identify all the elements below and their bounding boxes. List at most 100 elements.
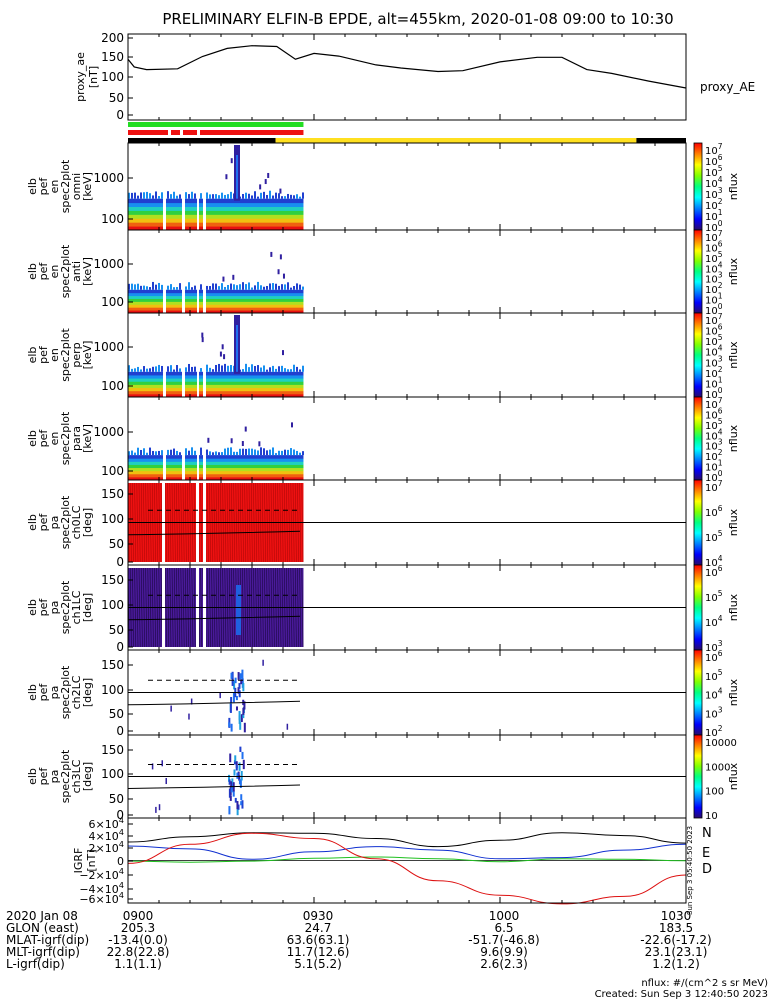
colorbar-en_para xyxy=(693,396,703,481)
spectrum-speck xyxy=(167,366,169,372)
spectrum-band xyxy=(128,455,304,459)
spectrum-speck xyxy=(269,283,271,290)
y-tick-label: 100 xyxy=(101,464,124,478)
y-axis-title: IGRF xyxy=(72,848,85,874)
spectrum-speck xyxy=(143,192,145,199)
colorbar-tick-label: 105 xyxy=(705,589,723,604)
spectrum-speck xyxy=(263,365,265,372)
spectrum-speck xyxy=(188,282,190,290)
pa-speck xyxy=(233,760,236,765)
spectrum-speck xyxy=(248,448,250,456)
y-axis-title: [keV] xyxy=(81,341,94,370)
spectrum-band xyxy=(128,298,304,302)
spectrum-speck xyxy=(263,286,265,290)
y-tick-label: 6×104 xyxy=(89,815,124,831)
colorbar-pa_ch0 xyxy=(693,479,703,566)
y-axis-title: spec2plot xyxy=(59,159,72,213)
spectrum-speck xyxy=(302,286,304,290)
spectrum-speck xyxy=(206,449,208,456)
y-tick-label: 150 xyxy=(101,658,124,672)
colorbar-en_anti xyxy=(693,229,703,314)
spectrum-speck xyxy=(194,285,196,290)
spectrum-speck xyxy=(224,363,226,372)
y-tick-label: 100 xyxy=(101,379,124,393)
spectrum-speck xyxy=(149,368,151,372)
y-axis-title: elb xyxy=(26,263,39,280)
orbit-bar-green xyxy=(128,122,304,127)
colorbar-title: nflux xyxy=(727,257,740,285)
colorbar-tick-label: 1000 xyxy=(705,762,730,773)
y-axis-title: proxy_ae xyxy=(74,52,87,102)
spectrum-speck xyxy=(191,366,193,372)
colorbar-pa_ch3 xyxy=(693,734,703,819)
y-axis-title: [nT] xyxy=(85,849,98,871)
spectrum-speck xyxy=(134,192,136,199)
spectrum-speck xyxy=(233,284,235,290)
y-tick-label: 2×104 xyxy=(89,839,124,855)
pa-speck xyxy=(234,755,237,762)
spectrum-speck xyxy=(270,251,273,257)
orbit-bar-black xyxy=(636,138,686,143)
pa-speck xyxy=(240,794,243,801)
pa-speck xyxy=(165,778,167,785)
spectrum-speck xyxy=(236,451,238,456)
spectrum-speck xyxy=(173,369,175,372)
y-axis-title: pa xyxy=(48,770,61,784)
spectrum-speck xyxy=(191,191,193,199)
pa-speck xyxy=(286,723,289,730)
igrf-line-total xyxy=(127,832,687,848)
ephemeris-value: 205.3 xyxy=(121,921,155,935)
pa-speck xyxy=(228,722,231,728)
ephemeris-value: 183.5 xyxy=(659,921,693,935)
pa-speck xyxy=(230,697,233,704)
spectrum-speck xyxy=(251,287,253,290)
pa-speck xyxy=(235,761,238,769)
footer-created: Created: Sun Sep 3 12:40:50 2023 xyxy=(595,989,768,1000)
spectrum-speck xyxy=(137,283,139,290)
spectrum-speck xyxy=(152,281,154,290)
spectrum-speck xyxy=(134,368,136,372)
data-gap xyxy=(182,281,185,313)
y-tick-label: 1000 xyxy=(93,340,124,354)
pa-speck xyxy=(232,692,235,703)
pa-speck xyxy=(231,671,234,680)
spectrum-speck xyxy=(282,350,285,356)
ephemeris-row-label: MLT-igrf(dip) xyxy=(6,945,80,959)
spectrum-speck xyxy=(212,194,214,199)
spectrum-speck xyxy=(201,337,204,343)
spectrum-band xyxy=(128,390,304,395)
spectrum-band xyxy=(128,464,304,469)
y-tick-label: 50 xyxy=(109,792,124,806)
data-gap xyxy=(203,363,206,397)
data-gap xyxy=(203,447,206,480)
spectrum-speck xyxy=(179,368,181,372)
spectrum-speck xyxy=(232,274,235,280)
spectrum-speck xyxy=(131,192,133,199)
spectrum-speck xyxy=(212,283,214,290)
pa-speck xyxy=(240,801,243,806)
ephemeris-value: 22.8(22.8) xyxy=(107,945,170,959)
igrf-legend-D: D xyxy=(702,862,712,877)
spectrum-speck xyxy=(230,283,232,290)
spectrum-speck xyxy=(143,285,145,290)
spectrum-speck xyxy=(281,450,283,456)
pa-speck xyxy=(234,797,237,803)
pa-speck xyxy=(242,759,245,770)
y-axis-title: spec2plot xyxy=(59,665,72,719)
spectrum-speck xyxy=(218,363,220,372)
spectrum-speck xyxy=(266,450,268,456)
pa-speck xyxy=(242,683,245,692)
spectrum-speck xyxy=(155,451,157,456)
spectrum-speck xyxy=(296,450,298,456)
spectrum-speck xyxy=(221,192,223,199)
pa-speck xyxy=(238,762,241,771)
y-axis-title: [deg] xyxy=(81,762,94,791)
spectrum-band xyxy=(128,206,304,211)
pa-speck xyxy=(241,751,244,760)
y-axis-title: pa xyxy=(48,516,61,530)
spectrum-speck xyxy=(200,368,202,372)
pa-speck xyxy=(262,659,264,666)
y-axis-title: elb xyxy=(26,514,39,531)
spectrum-speck xyxy=(158,282,160,290)
